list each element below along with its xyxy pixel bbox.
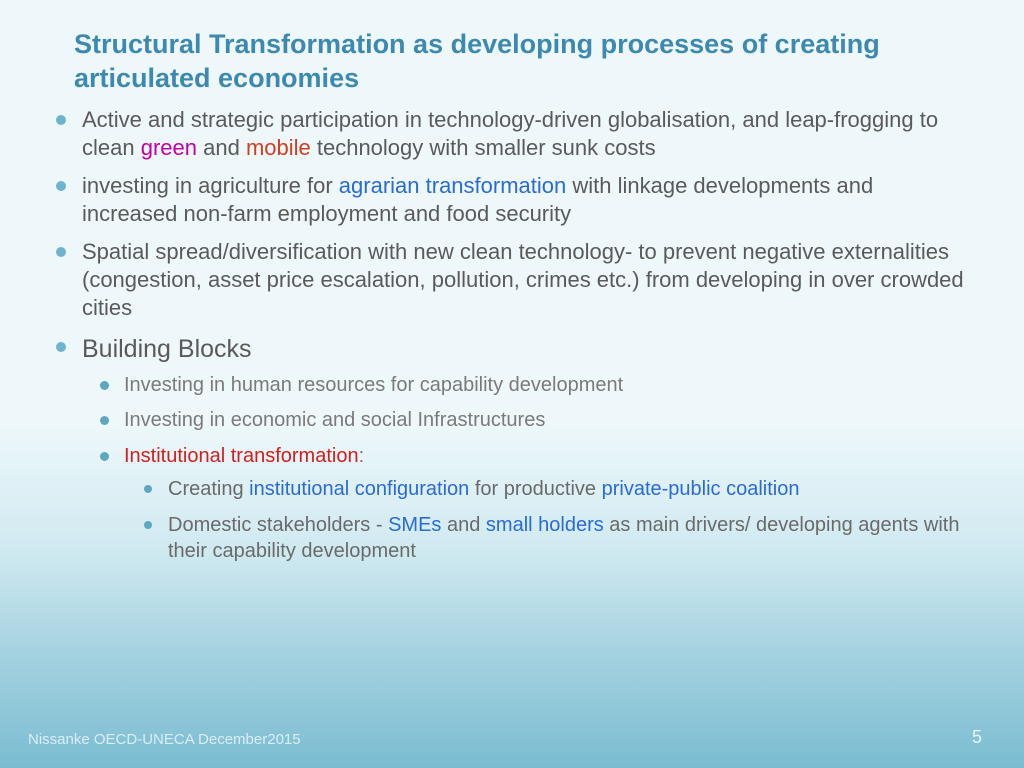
text-highlight-blue: SMEs (388, 514, 441, 536)
text-run: technology with smaller sunk costs (311, 135, 656, 160)
text-run: and (197, 135, 246, 160)
bullet-text: Spatial spread/diversification with new … (82, 239, 964, 320)
text-run: Domestic stakeholders - (168, 514, 388, 536)
slide: Structural Transformation as developing … (0, 0, 1024, 768)
text-run: Creating (168, 478, 249, 500)
bullet-list: Active and strategic participation in te… (52, 106, 972, 565)
bullet-item: Building Blocks Investing in human resou… (52, 333, 972, 565)
sub-sub-bullet-list: Creating institutional configuration for… (144, 477, 972, 564)
text-highlight-mobile: mobile (246, 135, 311, 160)
slide-title: Structural Transformation as developing … (74, 28, 972, 96)
text-run: investing in agriculture for (82, 173, 339, 198)
sub-sub-bullet-text: Domestic stakeholders - SMEs and small h… (168, 514, 959, 562)
bullet-text: Active and strategic participation in te… (82, 107, 938, 160)
sub-sub-bullet-item: Domestic stakeholders - SMEs and small h… (144, 513, 972, 564)
page-number: 5 (972, 727, 982, 748)
sub-sub-bullet-item: Creating institutional configuration for… (144, 477, 972, 503)
sub-sub-bullet-text: Creating institutional configuration for… (168, 478, 799, 500)
sub-bullet-text: Investing in economic and social Infrast… (124, 409, 545, 431)
text-highlight-blue: institutional configuration (249, 478, 469, 500)
text-highlight-green: green (141, 135, 197, 160)
sub-bullet-item: Investing in economic and social Infrast… (98, 408, 972, 434)
sub-bullet-item: Investing in human resources for capabil… (98, 373, 972, 399)
sub-bullet-item: Institutional transformation: Creating i… (98, 444, 972, 564)
bullet-item: Spatial spread/diversification with new … (52, 238, 972, 322)
text-run: : (359, 445, 365, 467)
text-highlight-blue: agrarian transformation (339, 173, 566, 198)
text-highlight-blue: small holders (486, 514, 604, 536)
footer-text: Nissanke OECD-UNECA December2015 (28, 731, 301, 748)
text-run: for productive (469, 478, 601, 500)
text-highlight-blue: private-public coalition (602, 478, 800, 500)
bullet-item: Active and strategic participation in te… (52, 106, 972, 162)
bullet-text: investing in agriculture for agrarian tr… (82, 173, 873, 226)
sub-bullet-text: Institutional transformation: (124, 445, 364, 467)
bullet-item: investing in agriculture for agrarian tr… (52, 172, 972, 228)
text-highlight-red: Institutional transformation (124, 445, 359, 467)
text-run: and (441, 514, 485, 536)
sub-bullet-text: Investing in human resources for capabil… (124, 374, 623, 396)
bullet-text-heading: Building Blocks (82, 335, 252, 363)
sub-bullet-list: Investing in human resources for capabil… (98, 373, 972, 565)
